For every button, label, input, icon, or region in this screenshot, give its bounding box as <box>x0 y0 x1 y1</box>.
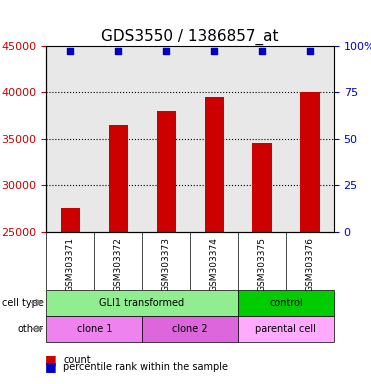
Text: GSM303371: GSM303371 <box>66 237 75 292</box>
FancyBboxPatch shape <box>142 316 238 342</box>
Text: GSM303376: GSM303376 <box>305 237 315 292</box>
Text: GSM303373: GSM303373 <box>162 237 171 292</box>
FancyBboxPatch shape <box>238 290 334 316</box>
Bar <box>204 97 224 232</box>
Text: GSM303374: GSM303374 <box>210 237 219 292</box>
Bar <box>252 144 272 232</box>
Text: count: count <box>63 355 91 365</box>
Bar <box>61 209 80 232</box>
Point <box>68 48 73 54</box>
FancyBboxPatch shape <box>46 290 238 316</box>
Text: cell type: cell type <box>1 298 43 308</box>
FancyBboxPatch shape <box>46 316 142 342</box>
Point <box>163 48 169 54</box>
Bar <box>301 93 319 232</box>
Text: other: other <box>17 324 43 334</box>
Text: GSM303372: GSM303372 <box>114 237 123 292</box>
Point <box>115 48 121 54</box>
Text: GLI1 transformed: GLI1 transformed <box>99 298 184 308</box>
Point <box>307 48 313 54</box>
Point <box>259 48 265 54</box>
Text: GSM303375: GSM303375 <box>257 237 266 292</box>
Text: clone 2: clone 2 <box>172 324 208 334</box>
Bar <box>109 125 128 232</box>
Text: control: control <box>269 298 303 308</box>
Text: parental cell: parental cell <box>256 324 316 334</box>
Text: clone 1: clone 1 <box>77 324 112 334</box>
FancyBboxPatch shape <box>238 316 334 342</box>
Title: GDS3550 / 1386857_at: GDS3550 / 1386857_at <box>101 28 279 45</box>
Text: percentile rank within the sample: percentile rank within the sample <box>63 362 228 372</box>
Text: ■: ■ <box>45 360 56 373</box>
Point <box>211 48 217 54</box>
Text: ■: ■ <box>45 353 56 366</box>
Bar <box>157 111 176 232</box>
